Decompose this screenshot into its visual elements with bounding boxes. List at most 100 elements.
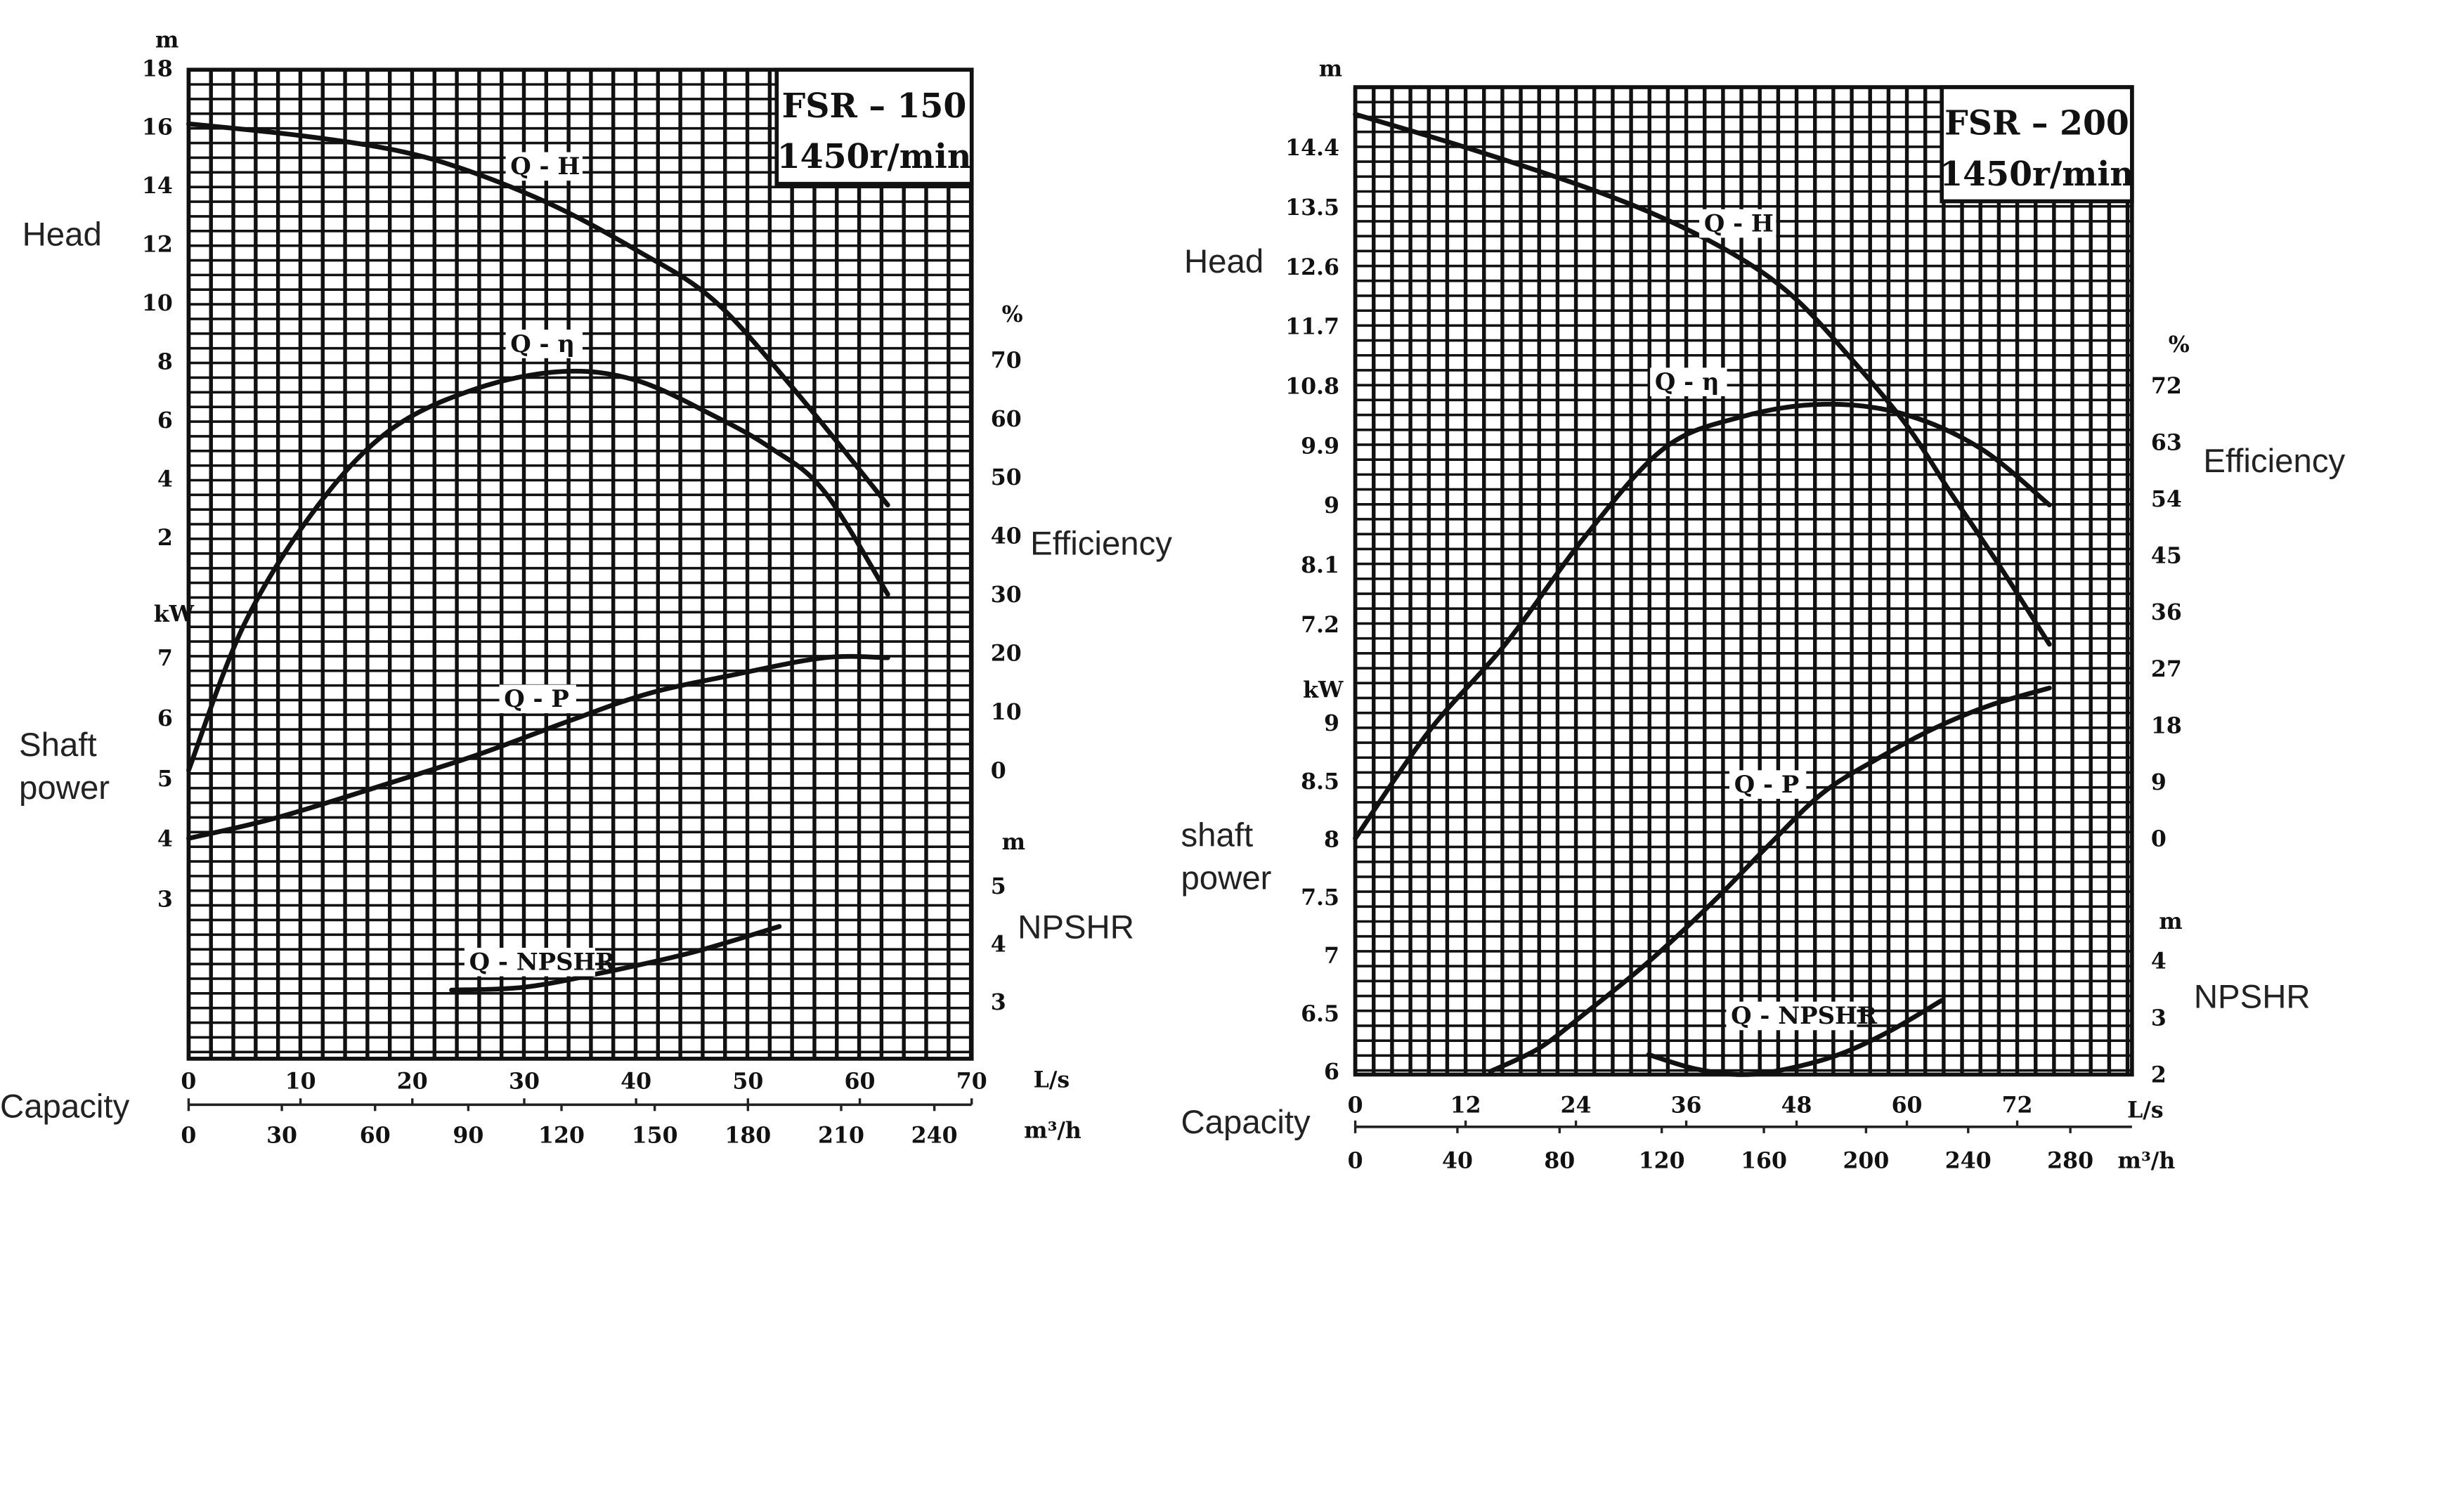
shaft-power-axis-label-line2: power [1181, 859, 1271, 897]
shaft-power-axis-label-line2: power [19, 769, 110, 807]
capacity-ls-tick-label: 30 [509, 1069, 540, 1095]
head-tick-label: 7.2 [1301, 612, 1339, 638]
power-tick-label: 7 [1324, 943, 1339, 969]
npshr-tick-label: 3 [2151, 1005, 2167, 1031]
capacity-m3h-tick-label: 0 [181, 1122, 196, 1148]
npshr-unit-label: m [2159, 908, 2182, 934]
curve-q-npshr [1646, 998, 1944, 1077]
power-tick-label: 3 [157, 886, 173, 912]
power-tick-label: 6 [157, 705, 173, 731]
efficiency-tick-label: 72 [2151, 373, 2182, 399]
curve-label-q-p: Q - P [1734, 770, 1799, 798]
npshr-axis-label: NPSHR [1018, 908, 1134, 946]
efficiency-axis-label: Efficiency [2203, 443, 2345, 480]
efficiency-tick-label: 54 [2151, 486, 2182, 512]
capacity-m3h-tick-label: 90 [453, 1122, 483, 1148]
capacity-ls-tick-label: 40 [621, 1069, 651, 1095]
capacity-m3h-tick-label: 180 [725, 1122, 771, 1148]
curve-label-bg [1650, 367, 1727, 396]
npshr-tick-label: 2 [2151, 1062, 2167, 1088]
curve-q-h [186, 121, 890, 508]
chart-subtitle: 1450r/min [777, 138, 972, 176]
curve-label-bg [505, 330, 583, 358]
capacity-m3h-tick-label: 240 [911, 1122, 958, 1148]
power-tick-label: 7.5 [1301, 885, 1339, 911]
chart-title: FSR – 200 [1944, 105, 2129, 143]
head-unit-label: m [1319, 56, 1342, 82]
capacity-ls-tick-label: 48 [1781, 1093, 1812, 1119]
head-tick-label: 12.6 [1285, 254, 1339, 280]
shaft-power-axis-label-line1: Shaft [19, 726, 97, 764]
curve-label-bg [1726, 1001, 1857, 1031]
efficiency-tick-label: 30 [991, 582, 1022, 608]
capacity-ls-tick-label: 70 [956, 1069, 987, 1095]
capacity-m3h-tick-label: 60 [360, 1122, 391, 1148]
efficiency-axis-label: Efficiency [1030, 526, 1172, 563]
curve-label-q-npshr: Q - NPSHR [1731, 1001, 1878, 1029]
head-tick-label: 13.5 [1285, 195, 1339, 221]
shaft-power-axis-label-line1: shaft [1181, 817, 1253, 854]
curve-q-h [1353, 112, 2052, 647]
head-axis-label: Head [22, 216, 102, 254]
efficiency-tick-label: 20 [991, 641, 1022, 667]
capacity-ls-tick-label: 0 [181, 1069, 196, 1095]
curve-label-q-h: Q - H [1704, 209, 1774, 237]
capacity-m3h-tick-label: 30 [266, 1122, 297, 1148]
capacity-ls-tick-label: 24 [1561, 1093, 1592, 1119]
capacity-m3h-tick-label: 40 [1442, 1147, 1473, 1173]
npshr-tick-label: 5 [991, 873, 1006, 899]
capacity-m3h-tick-label: 120 [1639, 1147, 1685, 1173]
efficiency-tick-label: 60 [991, 406, 1022, 432]
chart-fsr-200: FSR – 200 1450r/min 7.2 8.1 9 9.9 10.8 11.7 12.6… [1181, 56, 2345, 1173]
power-unit-label: kW [1303, 677, 1344, 703]
capacity-m3h-tick-label: 150 [632, 1122, 678, 1148]
capacity-axis-label: Capacity [1181, 1104, 1311, 1141]
capacity-ls-tick-label: 72 [2002, 1093, 2033, 1119]
capacity-unit-ls: L/s [1034, 1067, 1070, 1093]
head-tick-label: 4 [157, 467, 173, 493]
chart-subtitle: 1450r/min [1940, 155, 2134, 194]
curve-q-npshr [449, 924, 782, 993]
efficiency-tick-label: 63 [2151, 429, 2182, 455]
head-tick-label: 12 [142, 232, 173, 258]
curve-label-q-: Q - η [510, 330, 575, 358]
capacity-unit-ls: L/s [2127, 1097, 2164, 1123]
head-tick-label: 18 [142, 56, 173, 82]
npshr-tick-label: 3 [991, 989, 1006, 1015]
efficiency-tick-label: 27 [2151, 656, 2182, 682]
curve-q- [186, 368, 890, 773]
title-box [1940, 85, 2134, 204]
power-unit-label: kW [154, 601, 195, 627]
head-tick-label: 14 [142, 173, 173, 199]
head-tick-label: 11.7 [1285, 314, 1339, 340]
power-tick-label: 7 [157, 645, 173, 671]
npshr-unit-label: m [1002, 829, 1025, 855]
capacity-m3h-tick-label: 80 [1544, 1147, 1575, 1173]
head-tick-label: 6 [157, 408, 173, 434]
capacity-m3h-tick-label: 210 [818, 1122, 864, 1148]
capacity-ls-tick-label: 36 [1671, 1093, 1702, 1119]
capacity-unit-m3h: m³/h [1024, 1118, 1081, 1144]
head-tick-label: 10 [142, 290, 173, 316]
power-tick-label: 6 [1324, 1059, 1339, 1085]
head-tick-label: 9 [1324, 493, 1339, 519]
curve-label-bg [464, 947, 596, 977]
capacity-m3h-tick-label: 160 [1741, 1147, 1787, 1173]
capacity-ls-tick-label: 12 [1450, 1093, 1481, 1119]
efficiency-unit-label: % [2169, 332, 2190, 358]
capacity-ls-tick-label: 10 [285, 1069, 316, 1095]
curve-label-bg [1699, 209, 1776, 238]
efficiency-tick-label: 70 [991, 347, 1022, 373]
curve-label-q-p: Q - P [504, 684, 569, 712]
chart-fsr-150: FSR – 1501450r/min2468101214161834567010… [0, 27, 1172, 1149]
curve-label-bg [499, 684, 576, 714]
curve-label-bg [1729, 770, 1807, 799]
head-tick-label: 2 [157, 525, 173, 551]
capacity-unit-m3h: m³/h [2118, 1147, 2176, 1173]
curve-q-p [1488, 685, 2052, 1074]
power-tick-label: 9 [1324, 710, 1339, 736]
capacity-ls-tick-label: 20 [397, 1069, 428, 1095]
head-unit-label: m [155, 27, 178, 53]
curve-q- [1353, 401, 2052, 841]
title-box [774, 67, 974, 186]
